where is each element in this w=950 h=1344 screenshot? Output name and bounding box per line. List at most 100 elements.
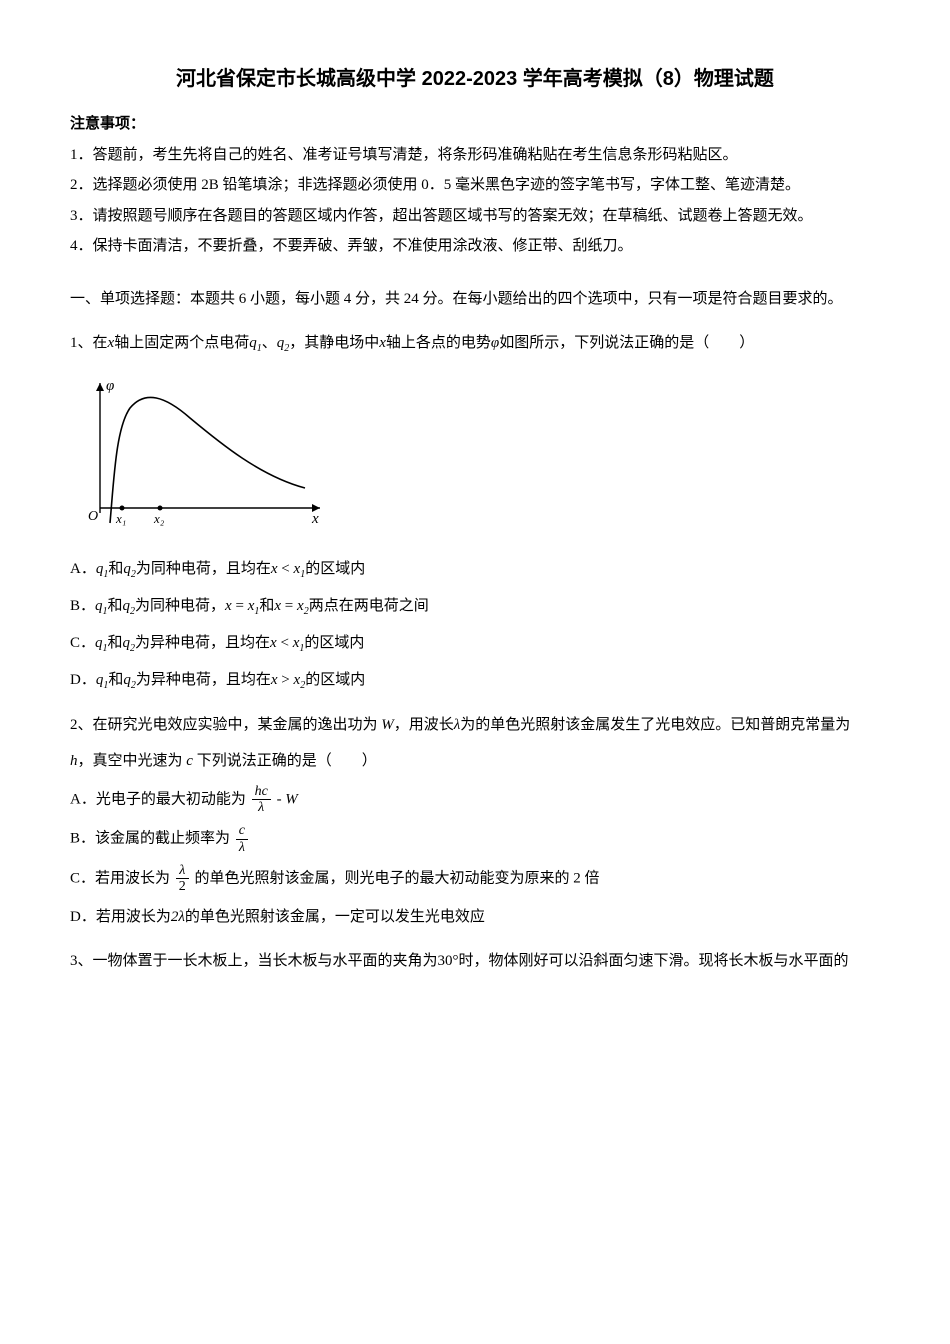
opt-text: 和 [259, 598, 274, 614]
opt-text: 的区域内 [305, 561, 365, 577]
q1-text: 轴上固定两个点电荷 [114, 335, 249, 351]
opt-text: C．若用波长为 [70, 870, 170, 886]
question-2-stem: 2、在研究光电效应实验中，某金属的逸出功为 W，用波长λ为的单色光照射该金属发生… [70, 711, 880, 740]
notice-item-1: 1．答题前，考生先将自己的姓名、准考证号填写清楚，将条形码准确粘贴在考生信息条形… [70, 141, 880, 170]
opt-text: 和 [108, 561, 123, 577]
x2-label: x₂ [153, 511, 165, 526]
phi-label: φ [106, 378, 114, 394]
opt-text: 为同种电荷， [135, 598, 225, 614]
notice-block: 注意事项： 1．答题前，考生先将自己的姓名、准考证号填写清楚，将条形码准确粘贴在… [70, 110, 880, 261]
opt-text: 为异种电荷，且均在 [135, 635, 270, 651]
opt-text: 为异种电荷，且均在 [136, 672, 271, 688]
var-q2: q [123, 598, 131, 614]
var-h: h [70, 753, 78, 769]
opt-text: - W [277, 791, 298, 807]
q1-text: 、 [262, 335, 277, 351]
opt-text: A．光电子的最大初动能为 [70, 791, 246, 807]
q2-text: ，真空中光速为 [78, 753, 187, 769]
ineq-op: < [277, 635, 293, 651]
opt-text: D．若用波长为 [70, 909, 171, 925]
potential-curve [110, 397, 305, 523]
ineq-op: > [278, 672, 294, 688]
frac-num: hc [252, 784, 271, 800]
origin-label: O [88, 509, 98, 524]
q1-option-c: C．q1和q2为异种电荷，且均在x < x1的区域内 [70, 629, 880, 658]
opt-text: 和 [108, 672, 123, 688]
eq-op: = [281, 598, 297, 614]
q2-option-a: A．光电子的最大初动能为 hc λ - W [70, 784, 880, 816]
q2-option-b: B．该金属的截止频率为 c λ [70, 823, 880, 855]
q1-text: 1、在 [70, 335, 108, 351]
q2-text: 下列说法正确的是（ ） [193, 753, 377, 769]
frac-num: λ [176, 863, 189, 879]
notice-item-3: 3．请按照题号顺序在各题目的答题区域内作答，超出答题区域书写的答案无效；在草稿纸… [70, 202, 880, 231]
frac-den: λ [236, 840, 248, 855]
opt-text: 两点在两电荷之间 [309, 598, 429, 614]
eq-l: x [225, 598, 232, 614]
q3-text: 3、一物体置于一长木板上，当长木板与水平面的夹角为 [70, 953, 438, 969]
opt-label: B． [70, 598, 95, 614]
q1-graph: O x₁ x₂ φ x [70, 368, 880, 539]
q1-text: ，其静电场中 [289, 335, 379, 351]
q3-text: 时，物体刚好可以沿斜面匀速下滑。现将长木板与水平面的 [459, 953, 849, 969]
opt-label: D． [70, 672, 96, 688]
var-q1: q [95, 598, 103, 614]
var-q2: q [123, 561, 131, 577]
opt-text: 和 [108, 598, 123, 614]
frac-c-lambda: c λ [236, 823, 248, 855]
q2-text: 为的单色光照射该金属发生了光电效应。已知普朗克常量为 [460, 717, 850, 733]
var-q1: q [249, 335, 257, 351]
notice-item-4: 4．保持卡面清洁，不要折叠，不要弄破、弄皱，不准使用涂改液、修正带、刮纸刀。 [70, 232, 880, 261]
var-W: W [381, 717, 394, 733]
frac-den: 2 [176, 879, 189, 894]
potential-curve-svg: O x₁ x₂ φ x [70, 368, 330, 528]
notice-head: 注意事项： [70, 110, 880, 139]
ineq-l: x [270, 635, 277, 651]
eq-r: x [297, 598, 304, 614]
var-2lambda: 2λ [171, 909, 185, 925]
q2-text: ，用波长 [394, 717, 454, 733]
x1-marker [120, 506, 125, 511]
y-axis-arrow [96, 383, 104, 391]
question-1-stem: 1、在x轴上固定两个点电荷q1、q2，其静电场中x轴上各点的电势φ如图所示，下列… [70, 329, 880, 358]
q2-option-d: D．若用波长为2λ的单色光照射该金属，一定可以发生光电效应 [70, 903, 880, 932]
question-3-stem: 3、一物体置于一长木板上，当长木板与水平面的夹角为30°时，物体刚好可以沿斜面匀… [70, 947, 880, 976]
frac-den: λ [252, 800, 271, 815]
q1-text: 如图所示，下列说法正确的是（ ） [499, 335, 754, 351]
frac-lambda-2: λ 2 [176, 863, 189, 895]
eq-op: = [232, 598, 248, 614]
opt-text: 的区域内 [305, 672, 365, 688]
opt-text: B．该金属的截止频率为 [70, 831, 230, 847]
opt-label: C． [70, 635, 95, 651]
opt-text: 的区域内 [304, 635, 364, 651]
var-q2: q [123, 672, 131, 688]
frac-hc-lambda: hc λ [252, 784, 271, 816]
question-2-stem-line2: h，真空中光速为 c 下列说法正确的是（ ） [70, 747, 880, 776]
exam-title: 河北省保定市长城高级中学 2022-2023 学年高考模拟（8）物理试题 [70, 60, 880, 98]
q1-text: 轴上各点的电势 [386, 335, 491, 351]
opt-label: A． [70, 561, 96, 577]
var-x: x [379, 335, 386, 351]
q1-option-d: D．q1和q2为异种电荷，且均在x > x2的区域内 [70, 666, 880, 695]
notice-item-2: 2．选择题必须使用 2B 铅笔填涂；非选择题必须使用 0．5 毫米黑色字迹的签字… [70, 171, 880, 200]
ineq-l: x [271, 561, 278, 577]
x1-label: x₁ [115, 511, 126, 526]
var-c: c [186, 753, 193, 769]
q2-text: 2、在研究光电效应实验中，某金属的逸出功为 [70, 717, 381, 733]
opt-text: 和 [108, 635, 123, 651]
ineq-op: < [278, 561, 294, 577]
q1-option-a: A．q1和q2为同种电荷，且均在x < x1的区域内 [70, 555, 880, 584]
ineq-l: x [271, 672, 278, 688]
section-1-head: 一、单项选择题：本题共 6 小题，每小题 4 分，共 24 分。在每小题给出的四… [70, 285, 880, 314]
var-phi: φ [491, 335, 499, 351]
angle-30: 30° [438, 953, 459, 969]
q1-option-b: B．q1和q2为同种电荷，x = x1和x = x2两点在两电荷之间 [70, 592, 880, 621]
x2-marker [158, 506, 163, 511]
x-axis-label: x [311, 511, 319, 527]
opt-text: 的单色光照射该金属，一定可以发生光电效应 [185, 909, 485, 925]
frac-num: c [236, 823, 248, 839]
var-q1: q [95, 635, 103, 651]
q2-option-c: C．若用波长为 λ 2 的单色光照射该金属，则光电子的最大初动能变为原来的 2 … [70, 863, 880, 895]
opt-text: 的单色光照射该金属，则光电子的最大初动能变为原来的 2 倍 [195, 870, 600, 886]
var-q2: q [123, 635, 131, 651]
